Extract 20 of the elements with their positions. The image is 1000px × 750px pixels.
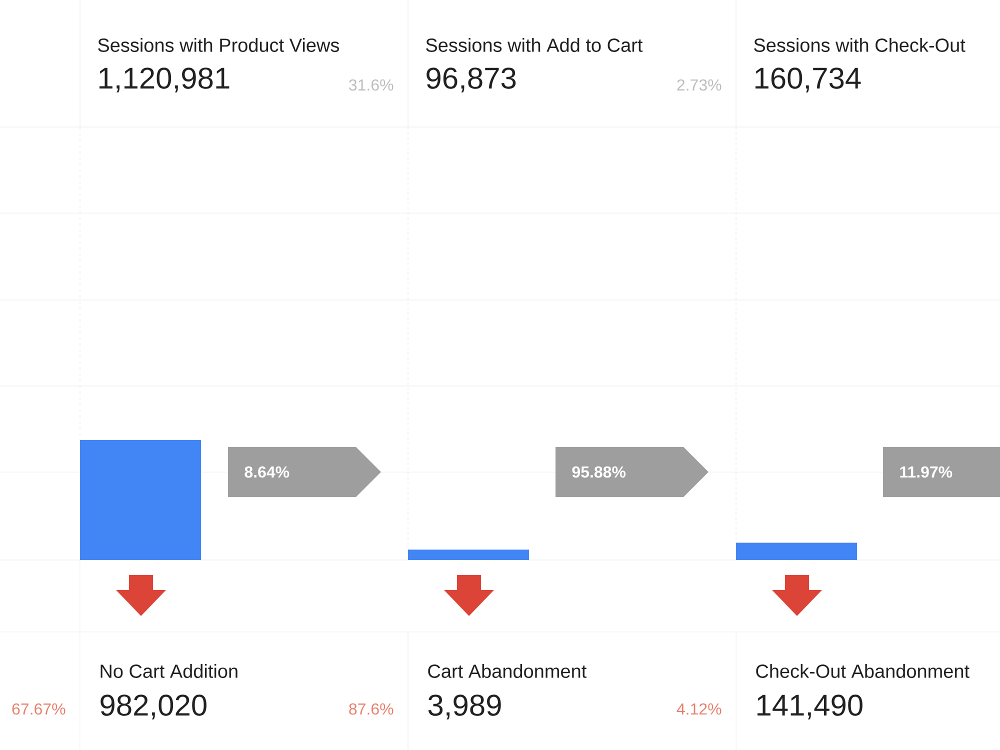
- text: 8.64%: [244, 466, 290, 478]
- text: Check-Out Abandonment: [756, 664, 970, 678]
- text: 87.6%: [349, 703, 394, 715]
- data-label: 160,734: [756, 68, 861, 92]
- text: 4.12%: [676, 703, 722, 715]
- text: No Cart Addition: [100, 664, 238, 678]
- data-label: 96,873: [426, 68, 516, 92]
- category-label: Sessions with Check-Out: [754, 38, 966, 52]
- category-label: Sessions with Product Views: [98, 38, 340, 52]
- data-label: 1,120,981: [99, 68, 230, 92]
- text: 982,020: [100, 694, 206, 720]
- text: 67.67%: [12, 703, 66, 715]
- text: 95.88%: [572, 466, 626, 478]
- text: 11.97%: [900, 466, 952, 478]
- text: 31.6%: [349, 79, 394, 91]
- text: 3,989: [428, 694, 501, 720]
- text: Cart Abandonment: [428, 664, 587, 678]
- category-label: Sessions with Add to Cart: [426, 38, 643, 52]
- text: 141,490: [758, 694, 862, 720]
- text: 2.73%: [677, 79, 722, 91]
